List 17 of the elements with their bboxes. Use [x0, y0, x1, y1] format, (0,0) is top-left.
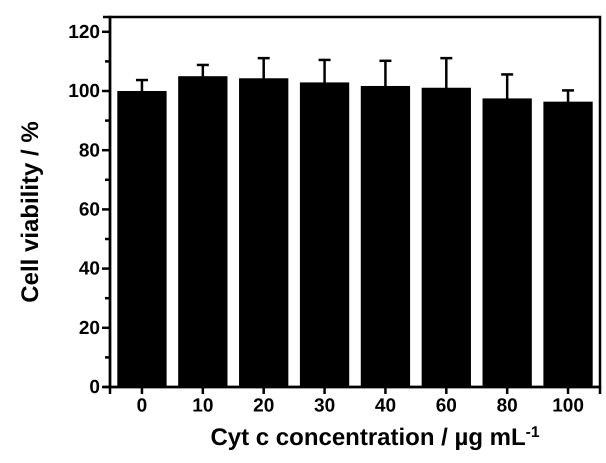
x-tick-label: 80: [496, 395, 518, 416]
x-axis-title: Cyt c concentration / µg mL$^{-1}$: [210, 424, 540, 451]
y-tick-label: 60: [78, 199, 100, 220]
y-tick-label: 120: [68, 22, 100, 43]
y-tick-label: 0: [89, 377, 100, 398]
x-tick-label: 0: [136, 395, 148, 416]
x-tick-label: 60: [436, 395, 457, 416]
y-tick-label: 40: [78, 258, 100, 280]
y-tick-label: 80: [78, 140, 100, 162]
x-tick-label: 20: [253, 395, 274, 416]
y-tick-label: 100: [68, 81, 100, 102]
x-tick-label: 10: [192, 395, 214, 416]
x-tick-label: 100: [552, 395, 584, 416]
x-tick-label: 30: [314, 395, 336, 416]
y-axis-title: Cell viability / %: [17, 121, 44, 303]
x-tick-label: 40: [374, 395, 396, 416]
y-tick-label: 20: [78, 318, 100, 339]
